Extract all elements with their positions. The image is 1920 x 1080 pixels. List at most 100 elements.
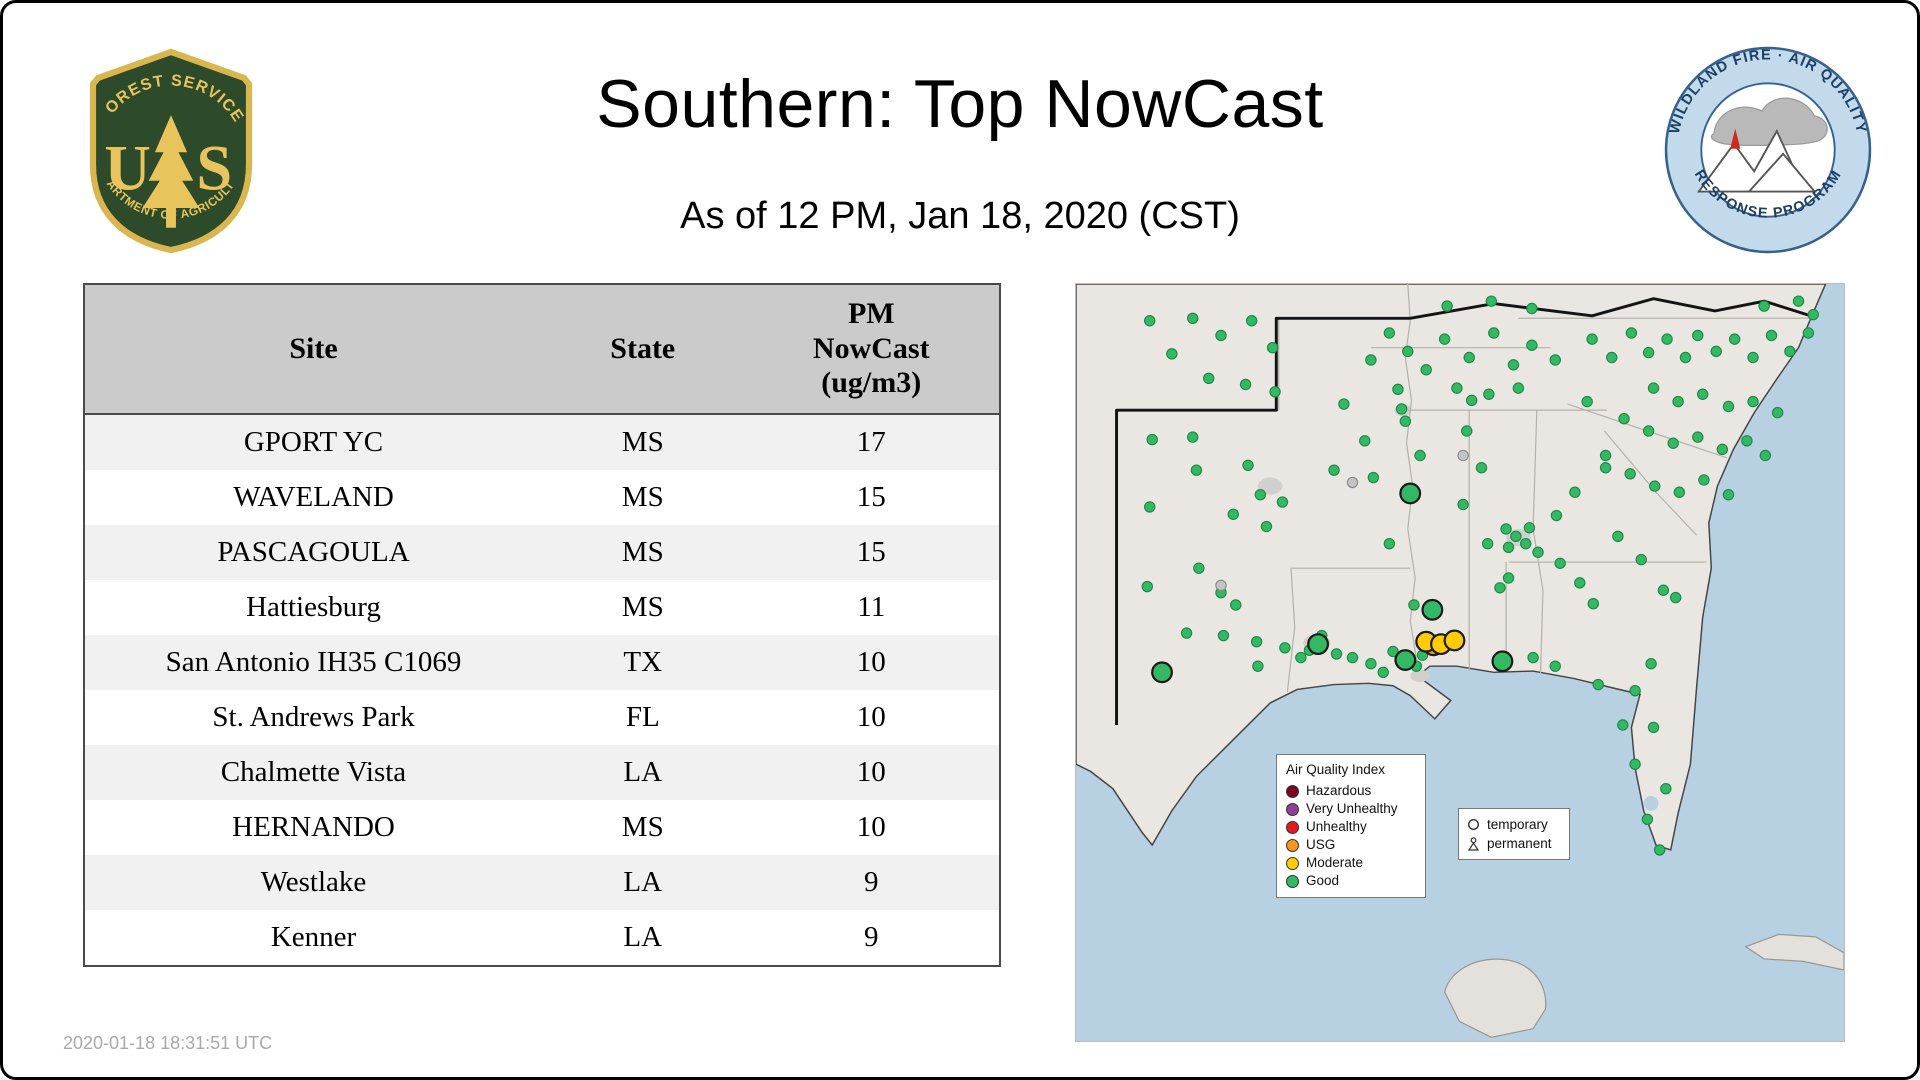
monitor-dot	[1510, 530, 1522, 543]
value-cell: 11	[857, 590, 886, 623]
monitor-dot	[1246, 315, 1258, 327]
landmass	[1076, 284, 1827, 851]
monitor-map: Air Quality Index Hazardous Very Unhealth…	[1075, 283, 1845, 1042]
usfs-letter-u: U	[104, 132, 150, 203]
monitor-dot	[1461, 425, 1473, 437]
monitor-dot	[1146, 433, 1158, 446]
monitor-dot	[1660, 782, 1672, 795]
aqi-legend: Air Quality Index Hazardous Very Unhealth…	[1276, 754, 1426, 898]
nowcast-table-body: GPORT YC MS 17 WAVELAND MS 15 PASCAGOULA MS 15 Ha…	[84, 413, 1000, 966]
monitor-dot	[1193, 562, 1205, 574]
monitor-dot	[1759, 449, 1772, 462]
monitor-dot	[1279, 642, 1291, 654]
monitor-dot	[1377, 666, 1389, 678]
monitor-dot	[1647, 382, 1660, 394]
monitor-dot	[1141, 580, 1153, 593]
monitor-dot	[1475, 462, 1488, 474]
table-row: St. Andrews Park FL 10	[84, 689, 1000, 745]
aqi-label: Good	[1306, 873, 1340, 888]
monitor-dot	[1395, 403, 1408, 415]
monitor-dot	[1307, 633, 1330, 656]
monitor-dot	[1618, 413, 1630, 425]
value-cell: 15	[856, 480, 886, 513]
monitor-dot	[1550, 509, 1563, 522]
monitor-dot	[1202, 372, 1215, 385]
monitor-dot	[1421, 598, 1444, 621]
state-cell: LA	[623, 920, 663, 953]
monitor-dot	[1250, 635, 1263, 648]
monitor-dot	[1771, 406, 1784, 419]
monitor-dot	[1392, 383, 1404, 396]
state-cell: TX	[623, 645, 663, 678]
monitor-dot	[1599, 449, 1612, 462]
monitor-dot	[1617, 719, 1629, 731]
temporary-label: temporary	[1487, 817, 1548, 832]
monitor-dot	[1190, 464, 1203, 476]
monitor-dot	[1414, 449, 1426, 462]
site-cell: San Antonio IH35 C1069	[165, 645, 462, 678]
monitor-dot	[1672, 395, 1684, 408]
monitor-dot	[1266, 341, 1279, 354]
state-cell: LA	[623, 865, 663, 898]
generation-timestamp: 2020-01-18 18:31:51 UTC	[63, 1033, 273, 1053]
site-cell: GPORT YC	[243, 425, 384, 458]
value-cell: 10	[856, 700, 886, 733]
monitor-dot	[1346, 476, 1359, 489]
permanent-label: permanent	[1487, 836, 1552, 851]
monitor-dot	[1747, 351, 1759, 364]
monitor-dot	[1710, 345, 1722, 358]
monitor-dot	[1728, 333, 1741, 345]
table-row: PASCAGOULA MS 15	[84, 524, 1000, 580]
table-row: HERNANDO MS 10	[84, 799, 1000, 855]
monitor-dot	[1549, 354, 1561, 366]
monitor-dot	[1491, 650, 1514, 673]
monitor-dot	[1642, 346, 1655, 359]
aqi-legend-item: Hazardous	[1286, 782, 1416, 800]
aqi-legend-item: Unhealthy	[1286, 818, 1416, 836]
aqi-label: Very Unhealthy	[1306, 801, 1398, 816]
aqi-swatch-icon	[1286, 838, 1299, 852]
monitor-dot	[1792, 295, 1805, 307]
monitor-dot	[1612, 530, 1624, 543]
flame-icon	[1730, 128, 1741, 149]
monitor-dot	[1488, 327, 1500, 339]
monitor-dot	[1328, 464, 1340, 476]
aqi-swatch-icon	[1286, 784, 1299, 798]
monitor-dot	[1747, 395, 1759, 408]
usfs-logo: FOREST SERVICE U S DEPARTMENT OF AGRICUL…	[73, 47, 253, 254]
table-row: GPORT YC MS 17	[84, 413, 1000, 470]
monitor-dot	[1635, 553, 1647, 566]
value-cell: 9	[864, 920, 879, 953]
yucatan	[1443, 958, 1547, 1038]
monitor-dot	[1252, 660, 1264, 672]
monitor-dot	[1629, 684, 1641, 697]
monitor-dot	[1527, 651, 1539, 664]
monitor-dot	[1696, 388, 1709, 400]
aqi-legend-item: USG	[1286, 836, 1416, 854]
monitor-dot	[1592, 678, 1604, 691]
monitor-dot	[1641, 813, 1654, 825]
site-cell: Kenner	[270, 920, 357, 953]
cuba	[1744, 933, 1844, 971]
aqi-legend-item: Moderate	[1286, 854, 1416, 872]
monitor-dot	[1399, 415, 1412, 427]
monitor-dot	[1387, 645, 1399, 658]
site-cell: Westlake	[260, 865, 367, 898]
mountain-icon	[1746, 152, 1817, 193]
monitor-dot	[1741, 435, 1753, 447]
value-cell: 10	[856, 810, 886, 843]
monitor-dot	[1667, 437, 1679, 449]
aqi-swatch-icon	[1286, 802, 1299, 816]
site-cell: HERNANDO	[232, 810, 395, 843]
monitor-dot	[1227, 508, 1240, 520]
aqi-swatch-icon	[1286, 820, 1299, 834]
aqi-label: Moderate	[1306, 855, 1364, 870]
pine-tree-icon	[142, 115, 200, 228]
column-header-site: Site	[84, 284, 542, 415]
monitor-dot	[1451, 382, 1463, 394]
monitor-type-legend: temporary permanent	[1458, 808, 1570, 860]
nowcast-table-container: Site State PM NowCast (ug/m3) GPORT YC MS…	[83, 283, 1001, 967]
state-cell: MS	[621, 480, 664, 513]
monitor-dot	[1359, 435, 1371, 447]
